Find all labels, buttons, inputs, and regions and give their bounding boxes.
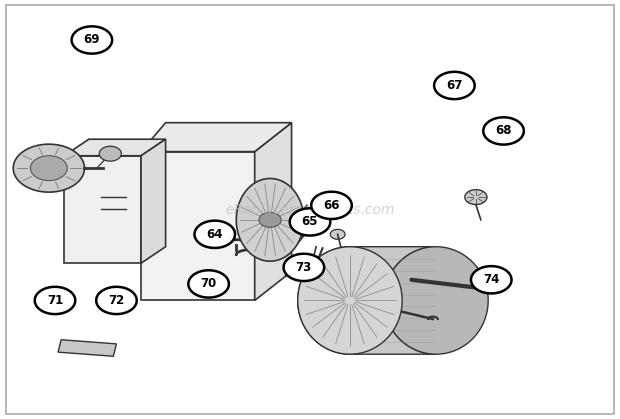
Text: 72: 72	[108, 294, 125, 307]
Polygon shape	[58, 340, 117, 356]
Polygon shape	[330, 229, 345, 239]
Polygon shape	[236, 178, 304, 261]
Polygon shape	[283, 254, 324, 281]
Polygon shape	[35, 287, 75, 314]
Polygon shape	[384, 247, 488, 354]
Polygon shape	[141, 152, 255, 300]
Polygon shape	[311, 192, 352, 219]
Text: 67: 67	[446, 79, 463, 92]
Polygon shape	[64, 156, 141, 263]
Polygon shape	[465, 190, 487, 204]
Text: 68: 68	[495, 124, 512, 137]
Text: 64: 64	[206, 228, 223, 241]
Polygon shape	[259, 212, 281, 227]
Text: 74: 74	[483, 273, 500, 286]
Text: 69: 69	[84, 34, 100, 47]
Text: 73: 73	[296, 261, 312, 274]
Polygon shape	[188, 270, 229, 297]
Polygon shape	[373, 302, 388, 312]
Polygon shape	[71, 26, 112, 54]
Text: eReplacementParts.com: eReplacementParts.com	[225, 202, 395, 217]
Polygon shape	[290, 208, 330, 235]
Text: 66: 66	[323, 199, 340, 212]
Polygon shape	[30, 156, 68, 181]
Polygon shape	[141, 123, 291, 152]
Polygon shape	[64, 139, 166, 156]
Polygon shape	[96, 287, 137, 314]
Text: 70: 70	[200, 277, 217, 290]
Polygon shape	[141, 139, 166, 263]
Polygon shape	[298, 247, 402, 354]
Polygon shape	[99, 146, 122, 161]
Text: 71: 71	[47, 294, 63, 307]
Polygon shape	[483, 117, 524, 145]
Polygon shape	[195, 221, 235, 248]
Text: 65: 65	[302, 215, 318, 228]
Polygon shape	[255, 123, 291, 300]
Polygon shape	[298, 247, 436, 354]
Polygon shape	[471, 266, 511, 293]
Polygon shape	[434, 72, 475, 99]
Polygon shape	[13, 144, 84, 192]
